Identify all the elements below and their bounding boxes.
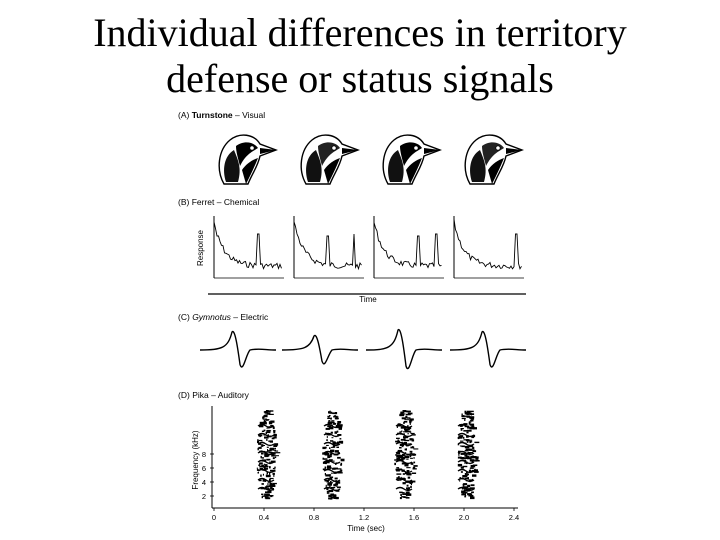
- ferret-xlabel: Time: [359, 295, 377, 304]
- turnstone-head: [218, 134, 278, 185]
- gymnotus-waveform: [365, 329, 443, 370]
- signal-figure-svg: (A) Turnstone – Visual (B) Ferret – Chem…: [178, 110, 527, 533]
- pika-spectrogram: [457, 410, 480, 500]
- ferret-trace: [293, 220, 362, 271]
- panel-c-label: (C) Gymnotus – Electric: [178, 312, 269, 322]
- slide-title-line-1: Individual differences in territory: [93, 10, 627, 55]
- pika-xtick: 0.8: [309, 513, 319, 522]
- pika-ylabel: Frequency (kHz): [191, 430, 200, 489]
- panel-a-label: (A) Turnstone – Visual: [178, 110, 265, 120]
- pika-spectrogram: [322, 410, 345, 500]
- pika-xtick: 0: [212, 513, 216, 522]
- ferret-ylabel: Response: [196, 229, 205, 266]
- pika-xtick: 1.2: [359, 513, 369, 522]
- ferret-trace: [373, 220, 442, 269]
- gymnotus-waveforms: [199, 329, 527, 370]
- ferret-trace: [453, 219, 522, 270]
- ferret-panel: Response Time: [196, 216, 526, 304]
- pika-xtick: 2.0: [459, 513, 469, 522]
- gymnotus-waveform: [199, 330, 277, 368]
- ferret-traces: [213, 216, 524, 279]
- pika-xtick: 2.4: [509, 513, 519, 522]
- turnstone-heads: [218, 134, 524, 185]
- pika-ytick: 6: [202, 464, 206, 473]
- turnstone-head: [464, 134, 524, 185]
- pika-spectrogram: [394, 410, 419, 500]
- panel-d-label: (D) Pika – Auditory: [178, 390, 250, 400]
- gymnotus-waveform: [281, 334, 359, 365]
- pika-ticks: 2 4 6 8 0 0.4 0.8 1.2 1.6 2.0 2.4: [202, 450, 519, 522]
- pika-spectrograms: [256, 410, 480, 500]
- panel-b-label: (B) Ferret – Chemical: [178, 197, 259, 207]
- pika-panel: Frequency (kHz) Time (sec) 2 4 6 8 0 0.4 0.8 1.…: [191, 406, 519, 533]
- pika-spectrogram: [256, 410, 281, 500]
- pika-ytick: 2: [202, 492, 206, 501]
- gymnotus-waveform: [449, 330, 527, 368]
- pika-ytick: 4: [202, 478, 206, 487]
- pika-ytick: 8: [202, 450, 206, 459]
- turnstone-head: [300, 134, 360, 185]
- turnstone-head: [382, 134, 442, 185]
- slide-title: Individual differences in territory defe…: [0, 10, 720, 102]
- slide-title-line-2: defense or status signals: [166, 56, 554, 101]
- pika-xtick: 0.4: [259, 513, 269, 522]
- ferret-trace: [213, 220, 282, 270]
- signal-figure: (A) Turnstone – Visual (B) Ferret – Chem…: [170, 108, 540, 536]
- pika-xlabel: Time (sec): [347, 524, 385, 533]
- pika-xtick: 1.6: [409, 513, 419, 522]
